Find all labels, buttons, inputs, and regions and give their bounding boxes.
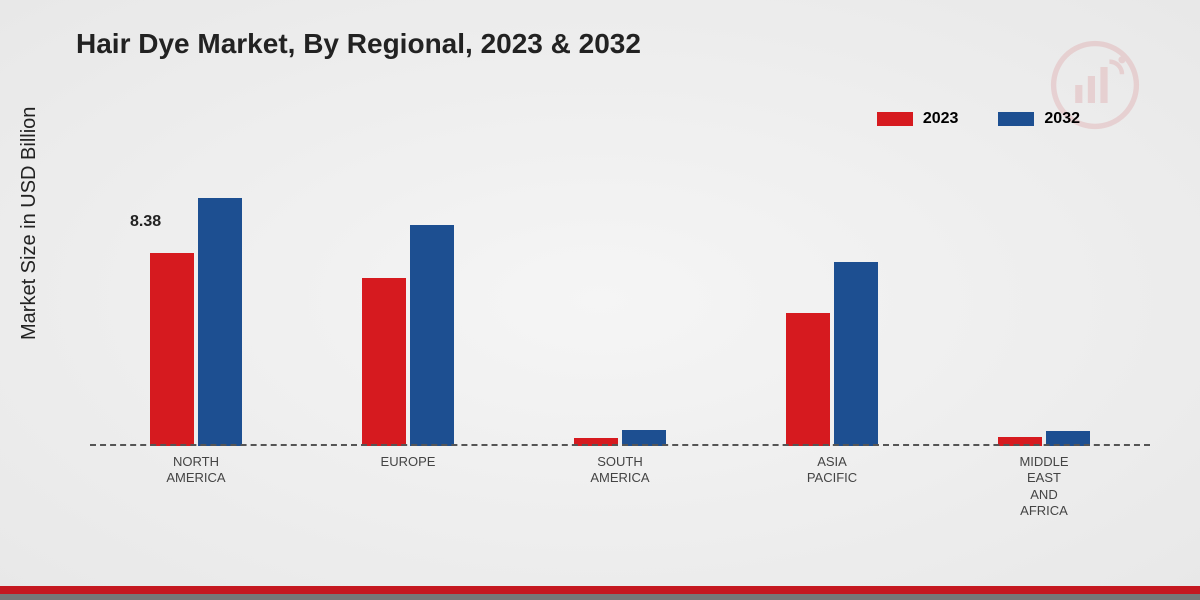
bar <box>198 198 242 446</box>
footer-bar <box>0 586 1200 600</box>
bar <box>150 253 194 446</box>
legend-item-2023: 2023 <box>877 110 959 128</box>
bar <box>362 278 406 446</box>
legend-swatch-2023 <box>877 112 913 126</box>
bar <box>834 262 878 446</box>
x-axis-label: NORTH AMERICA <box>136 450 256 520</box>
chart-title: Hair Dye Market, By Regional, 2023 & 203… <box>76 28 641 60</box>
legend: 2023 2032 <box>877 110 1080 128</box>
bar-group <box>348 225 468 446</box>
chart-canvas: Hair Dye Market, By Regional, 2023 & 203… <box>0 0 1200 600</box>
baseline <box>90 444 1150 446</box>
legend-label-2023: 2023 <box>923 110 959 128</box>
x-axis-label: EUROPE <box>348 450 468 520</box>
bar-group: 8.38 <box>136 198 256 446</box>
footer-grey-stripe <box>0 594 1200 600</box>
x-axis-label: ASIA PACIFIC <box>772 450 892 520</box>
bar <box>410 225 454 446</box>
bar <box>786 313 830 446</box>
x-axis-label: SOUTH AMERICA <box>560 450 680 520</box>
legend-item-2032: 2032 <box>998 110 1080 128</box>
bar-value-label: 8.38 <box>130 213 161 231</box>
footer-red-stripe <box>0 586 1200 594</box>
chart-area: 8.38 NORTH AMERICA EUROPE SOUTH AMERICA ASI… <box>90 170 1150 520</box>
x-axis-labels: NORTH AMERICA EUROPE SOUTH AMERICA ASIA PAC… <box>90 450 1150 520</box>
y-axis-label: Market Size in USD Billion <box>18 107 41 340</box>
bar-groups: 8.38 <box>90 170 1150 446</box>
bar-group <box>772 262 892 446</box>
legend-label-2032: 2032 <box>1044 110 1080 128</box>
x-axis-label: MIDDLE EAST AND AFRICA <box>984 450 1104 520</box>
legend-swatch-2032 <box>998 112 1034 126</box>
